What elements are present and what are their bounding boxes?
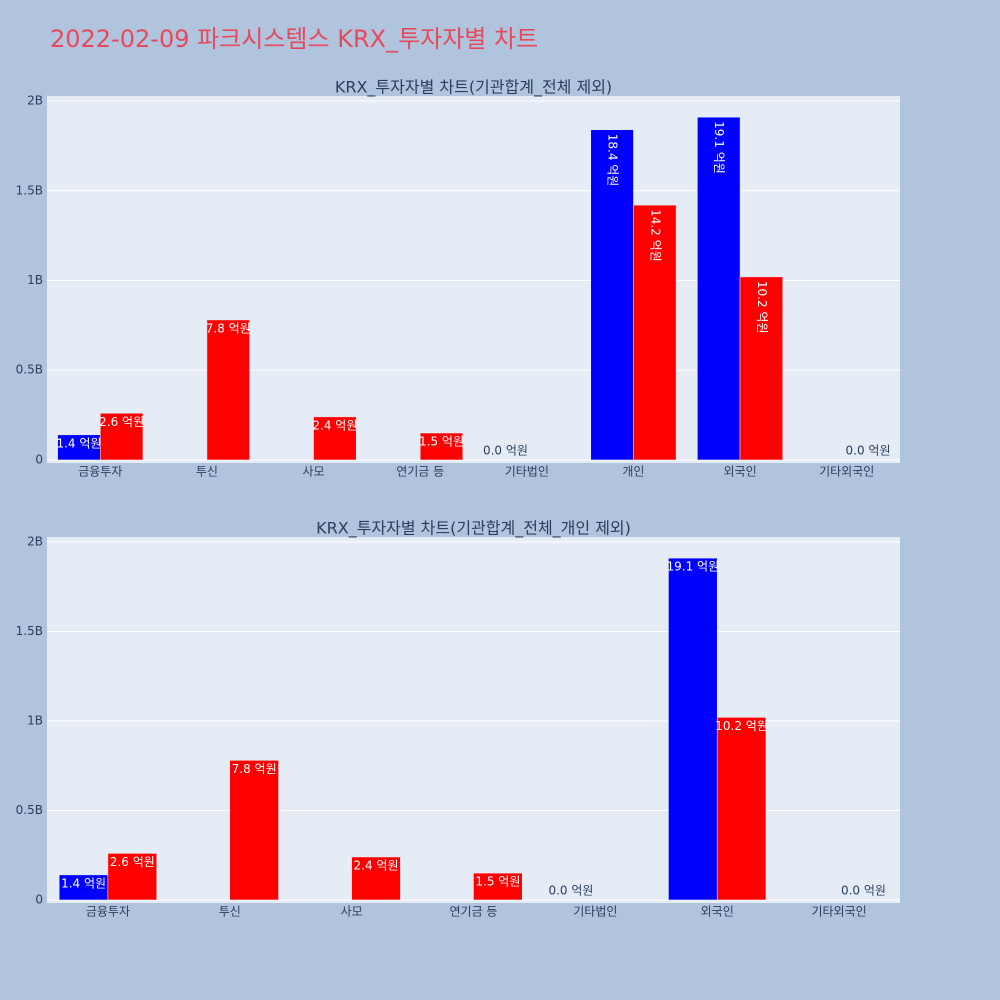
- y-tick-label: 0: [35, 452, 43, 466]
- bar: [57, 434, 101, 461]
- bar: [100, 413, 144, 461]
- bar: [716, 717, 767, 901]
- value-label: 0.0 억원: [841, 883, 886, 897]
- bar: [697, 116, 741, 461]
- y-tick-label: 1.5B: [16, 183, 43, 197]
- x-tick-label: 연기금 등: [450, 905, 498, 919]
- bar: [473, 872, 523, 901]
- bar: [206, 319, 250, 461]
- value-label: 1.4 억원: [56, 436, 101, 450]
- y-tick-label: 2B: [27, 535, 43, 549]
- x-tick-label: 개인: [622, 465, 644, 479]
- bar: [229, 760, 279, 901]
- value-label: 0.0 억원: [483, 443, 528, 457]
- x-tick-label: 연기금 등: [396, 465, 444, 479]
- bar: [633, 204, 677, 461]
- value-label: 18.4 억원: [606, 134, 620, 187]
- subplot-title: KRX_투자자별 차트(기관합계_전체 제외): [335, 78, 612, 98]
- bar: [107, 853, 157, 901]
- y-tick-label: 1B: [27, 273, 43, 287]
- y-tick-label: 1B: [27, 713, 43, 727]
- value-label: 1.5 억원: [475, 875, 520, 889]
- x-tick-label: 기타법인: [573, 905, 617, 919]
- value-label: 19.1 억원: [712, 121, 726, 174]
- value-label: 14.2 억원: [648, 209, 662, 262]
- plot-area: [47, 537, 900, 903]
- y-tick-label: 0.5B: [16, 363, 43, 377]
- value-label: 2.4 억원: [312, 418, 357, 432]
- x-tick-label: 금융투자: [86, 905, 130, 919]
- bar: [419, 432, 464, 461]
- bar: [590, 129, 634, 461]
- x-tick-label: 사모: [341, 905, 363, 919]
- x-tick-label: 금융투자: [78, 465, 122, 479]
- value-label: 0.0 억원: [548, 883, 593, 897]
- x-tick-label: 기타법인: [505, 465, 549, 479]
- value-label: 19.1 억원: [667, 560, 720, 574]
- x-tick-label: 외국인: [724, 465, 757, 479]
- value-label: 2.6 억원: [99, 415, 144, 429]
- bar: [351, 856, 401, 901]
- x-tick-label: 외국인: [701, 905, 734, 919]
- bar: [739, 276, 783, 461]
- bar: [313, 416, 357, 461]
- value-label: 1.5 억원: [419, 435, 464, 449]
- x-tick-label: 투신: [196, 465, 218, 479]
- x-tick-label: 기타외국인: [811, 905, 866, 919]
- page-title: 2022-02-09 파크시스템스 KRX_투자자별 차트: [50, 25, 538, 53]
- value-label: 1.4 억원: [61, 876, 106, 890]
- value-label: 10.2 억원: [715, 719, 768, 733]
- value-label: 2.4 억원: [354, 859, 399, 873]
- value-label: 10.2 억원: [755, 281, 769, 334]
- x-tick-label: 기타외국인: [819, 465, 874, 479]
- subplot-title: KRX_투자자별 차트(기관합계_전체_개인 제외): [316, 519, 631, 539]
- y-tick-label: 0: [35, 892, 43, 906]
- bar: [668, 557, 718, 901]
- x-tick-label: 사모: [303, 465, 325, 479]
- x-tick-label: 투신: [219, 905, 241, 919]
- value-label: 7.8 억원: [232, 762, 277, 776]
- value-label: 0.0 억원: [846, 443, 891, 457]
- bar: [58, 874, 109, 901]
- y-tick-label: 0.5B: [16, 803, 43, 817]
- value-label: 7.8 억원: [206, 321, 251, 335]
- y-tick-label: 1.5B: [16, 624, 43, 638]
- value-label: 2.6 억원: [110, 855, 155, 869]
- y-tick-label: 2B: [27, 94, 43, 108]
